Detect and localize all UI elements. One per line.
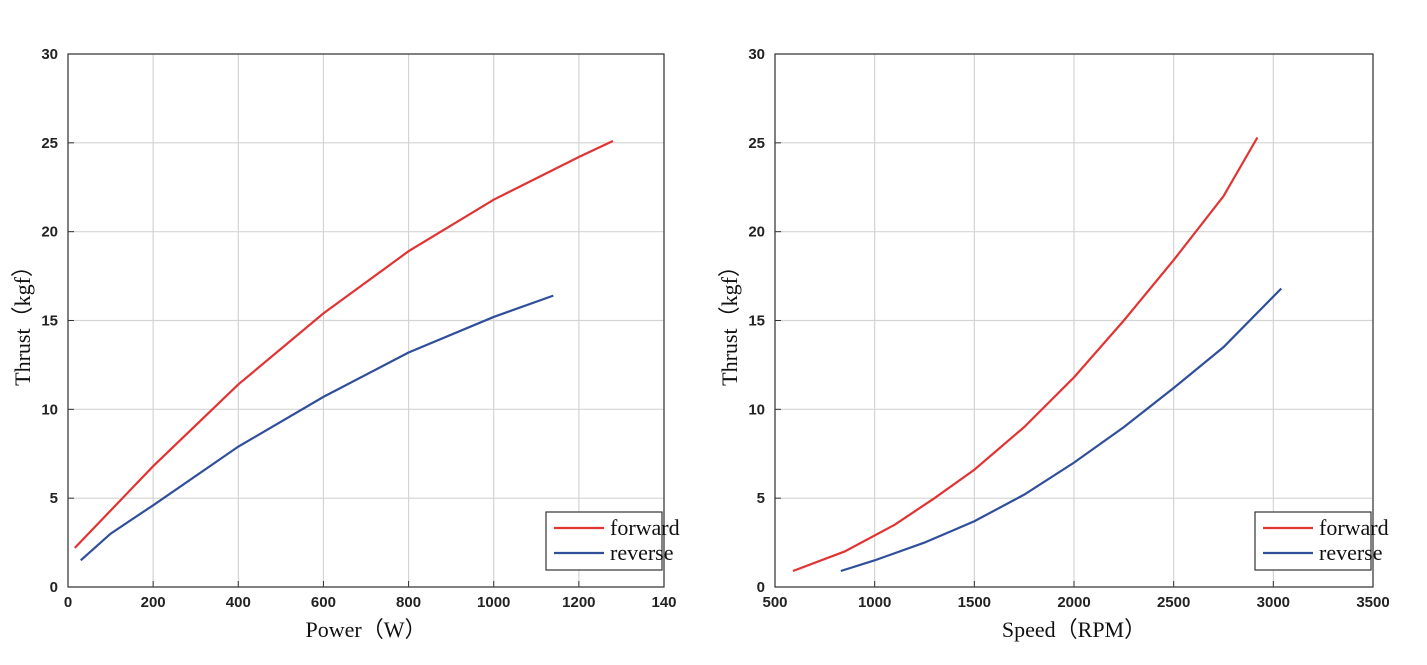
x-tick-label: 1000 (477, 594, 510, 611)
y-tick-label: 20 (41, 224, 58, 241)
x-tick-label: 2500 (1157, 594, 1190, 611)
x-tick-label: 0 (64, 594, 72, 611)
y-tick-label: 15 (41, 313, 58, 330)
y-tick-label: 10 (41, 401, 58, 418)
y-tick-label: 0 (50, 579, 58, 596)
legend-label: forward (610, 515, 680, 540)
y-tick-label: 5 (50, 490, 58, 507)
y-axis-label: Thrust（kgf） (10, 255, 35, 386)
series-line (840, 287, 1283, 573)
x-tick-label: 800 (396, 594, 421, 611)
legend-label: reverse (1319, 540, 1383, 565)
y-tick-label: 20 (748, 224, 765, 241)
x-tick-label: 3500 (1356, 594, 1389, 611)
y-axis-label: Thrust（kgf） (717, 255, 742, 386)
legend-label: reverse (610, 540, 674, 565)
y-tick-label: 15 (748, 313, 765, 330)
x-tick-label: 600 (311, 594, 336, 611)
y-tick-label: 30 (41, 46, 58, 63)
x-tick-label: 400 (226, 594, 251, 611)
x-tick-label: 200 (141, 594, 166, 611)
axes-frame (774, 53, 1374, 588)
series-line (74, 140, 614, 549)
x-tick-label: 3000 (1257, 594, 1290, 611)
x-axis-label: Power（W） (306, 617, 427, 642)
y-tick-label: 10 (748, 401, 765, 418)
legend-label: forward (1319, 515, 1389, 540)
x-tick-label: 1000 (858, 594, 891, 611)
x-tick-label: 1500 (958, 594, 991, 611)
x-axis-label: Speed（RPM） (1002, 617, 1146, 642)
y-tick-label: 25 (41, 135, 58, 152)
axes-frame (67, 53, 665, 588)
y-tick-label: 25 (748, 135, 765, 152)
y-tick-label: 0 (757, 579, 765, 596)
series-line (80, 294, 554, 562)
y-tick-label: 30 (748, 46, 765, 63)
legend-box (545, 511, 663, 571)
series-line (792, 136, 1259, 573)
y-tick-label: 5 (757, 490, 765, 507)
x-tick-label: 2000 (1057, 594, 1090, 611)
x-tick-label: 500 (762, 594, 787, 611)
x-tick-label: 1200 (562, 594, 595, 611)
x-tick-label: 140 (651, 594, 676, 611)
legend-box (1254, 511, 1372, 571)
